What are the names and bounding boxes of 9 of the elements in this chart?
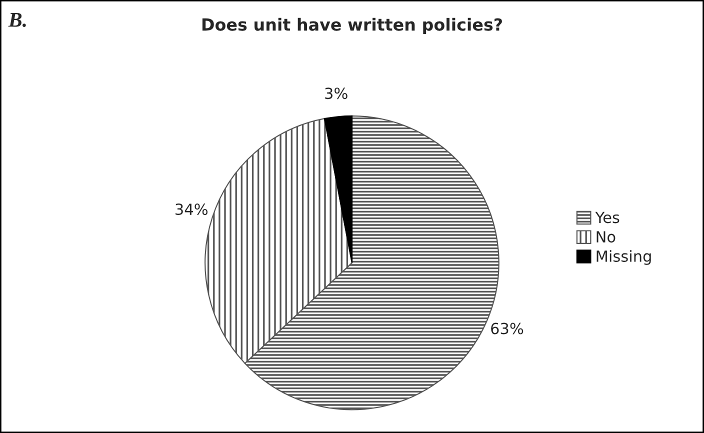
data-label: 34% bbox=[176, 204, 208, 216]
data-label: 63% bbox=[491, 322, 524, 334]
pie-slice bbox=[324, 115, 353, 264]
legend-label: Missing bbox=[596, 250, 651, 265]
legend-label: No bbox=[596, 231, 616, 243]
data-label: 3% bbox=[325, 88, 348, 100]
legend-label: Yes bbox=[595, 212, 620, 224]
text: B. bbox=[8, 13, 26, 27]
chart-title: Does unit have written policies? bbox=[202, 18, 502, 34]
